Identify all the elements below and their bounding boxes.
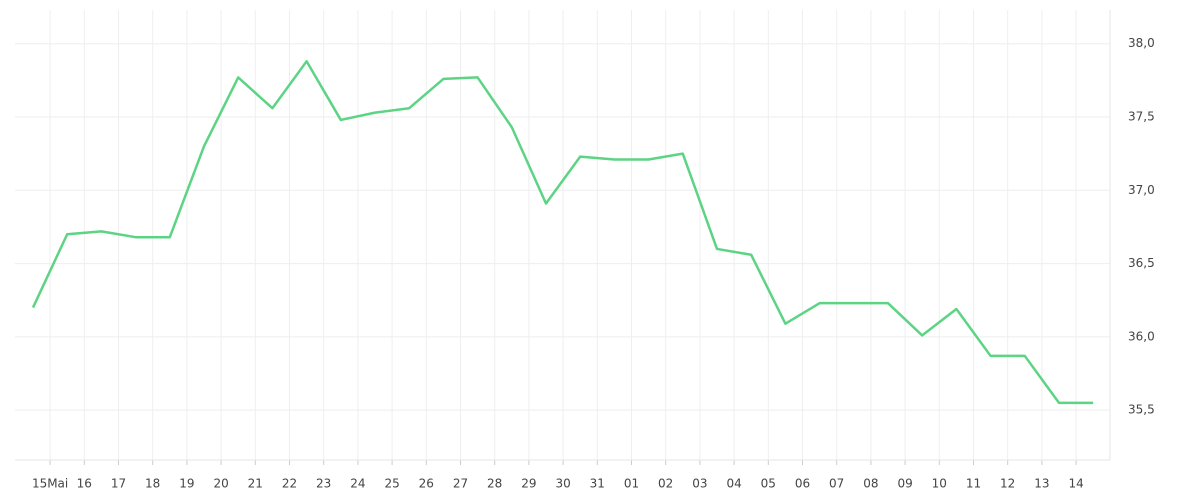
x-tick-label: 02 bbox=[658, 477, 673, 491]
x-tick-label: 25 bbox=[384, 477, 399, 491]
x-tick-label: 31 bbox=[590, 477, 605, 491]
x-tick-label: 04 bbox=[726, 477, 741, 491]
x-tick-label: 16 bbox=[77, 477, 92, 491]
x-tick-label: 12 bbox=[1000, 477, 1015, 491]
line-series bbox=[31, 60, 1094, 405]
x-tick-label: 10 bbox=[932, 477, 947, 491]
x-tick-label: 24 bbox=[350, 477, 365, 491]
x-tick-label: 14 bbox=[1068, 477, 1083, 491]
x-tick-label: 21 bbox=[248, 477, 263, 491]
y-tick-label: 35,5 bbox=[1128, 403, 1155, 417]
x-tick-label: 13 bbox=[1034, 477, 1049, 491]
x-tick-label: 28 bbox=[487, 477, 502, 491]
x-tick-label: 07 bbox=[829, 477, 844, 491]
x-tick-label: 09 bbox=[897, 477, 912, 491]
y-tick-label: 36,0 bbox=[1128, 329, 1155, 343]
x-tick-label: 11 bbox=[966, 477, 981, 491]
x-tick-label: 08 bbox=[863, 477, 878, 491]
x-tick-label: 19 bbox=[179, 477, 194, 491]
x-tick-label: 06 bbox=[795, 477, 810, 491]
y-tick-label: 36,5 bbox=[1128, 256, 1155, 270]
y-tick-label: 38,0 bbox=[1128, 36, 1155, 50]
x-tick-label: 05 bbox=[761, 477, 776, 491]
x-tick-label: 22 bbox=[282, 477, 297, 491]
x-tick-label: 29 bbox=[521, 477, 536, 491]
x-tick-label: 18 bbox=[145, 477, 160, 491]
y-tick-label: 37,0 bbox=[1128, 183, 1155, 197]
x-tick-label: 01 bbox=[624, 477, 639, 491]
x-tick-label: 30 bbox=[555, 477, 570, 491]
x-tick-label: 26 bbox=[419, 477, 434, 491]
x-tick-label: 20 bbox=[213, 477, 228, 491]
y-tick-label: 37,5 bbox=[1128, 110, 1155, 124]
x-tick-label: 15Mai bbox=[32, 477, 68, 491]
x-tick-label: 17 bbox=[111, 477, 126, 491]
x-tick-label: 03 bbox=[692, 477, 707, 491]
x-tick-label: 23 bbox=[316, 477, 331, 491]
x-tick-label: 27 bbox=[453, 477, 468, 491]
